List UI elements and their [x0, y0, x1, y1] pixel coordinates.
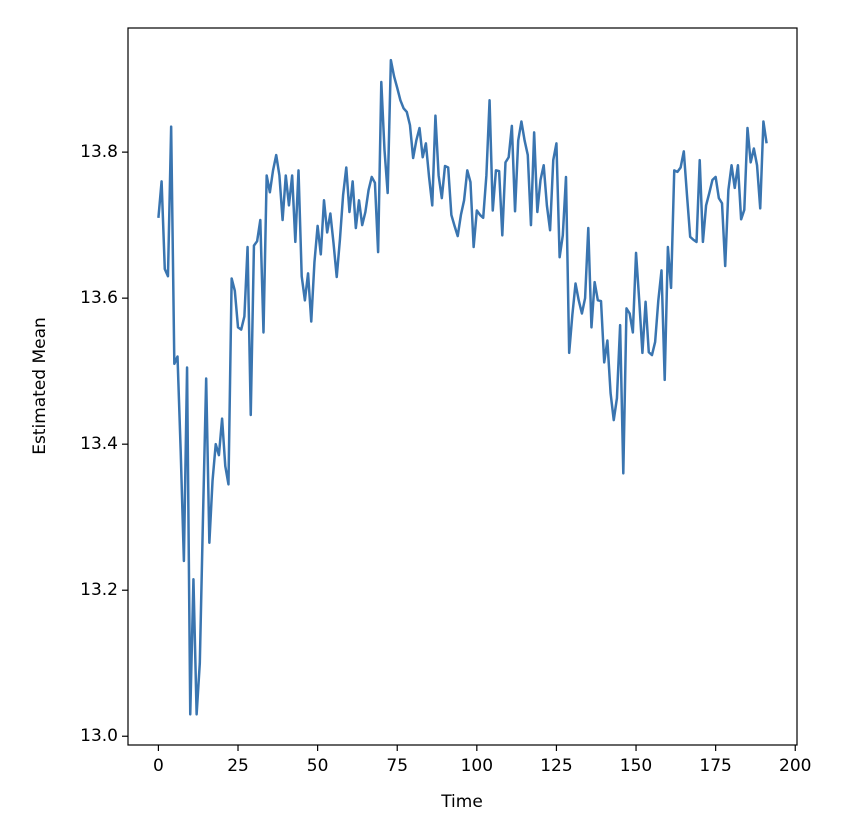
x-tick-label: 75 — [386, 756, 408, 776]
x-tick-label: 50 — [307, 756, 329, 776]
x-tick-label: 150 — [620, 756, 652, 776]
x-tick-label: 100 — [461, 756, 493, 776]
y-tick-label: 13.4 — [80, 434, 118, 454]
y-tick-label: 13.2 — [80, 580, 118, 600]
x-tick-label: 0 — [153, 756, 164, 776]
y-tick-label: 13.0 — [80, 726, 118, 746]
x-tick-label: 200 — [779, 756, 811, 776]
y-tick-label: 13.8 — [80, 142, 118, 162]
y-axis-label: Estimated Mean — [30, 317, 50, 455]
x-tick-label: 125 — [540, 756, 572, 776]
x-tick-label: 175 — [699, 756, 731, 776]
x-axis-label: Time — [440, 792, 483, 812]
data-line — [157, 58, 768, 716]
plot-frame — [127, 27, 798, 746]
y-tick-label: 13.6 — [80, 288, 118, 308]
x-tick-label: 25 — [227, 756, 249, 776]
